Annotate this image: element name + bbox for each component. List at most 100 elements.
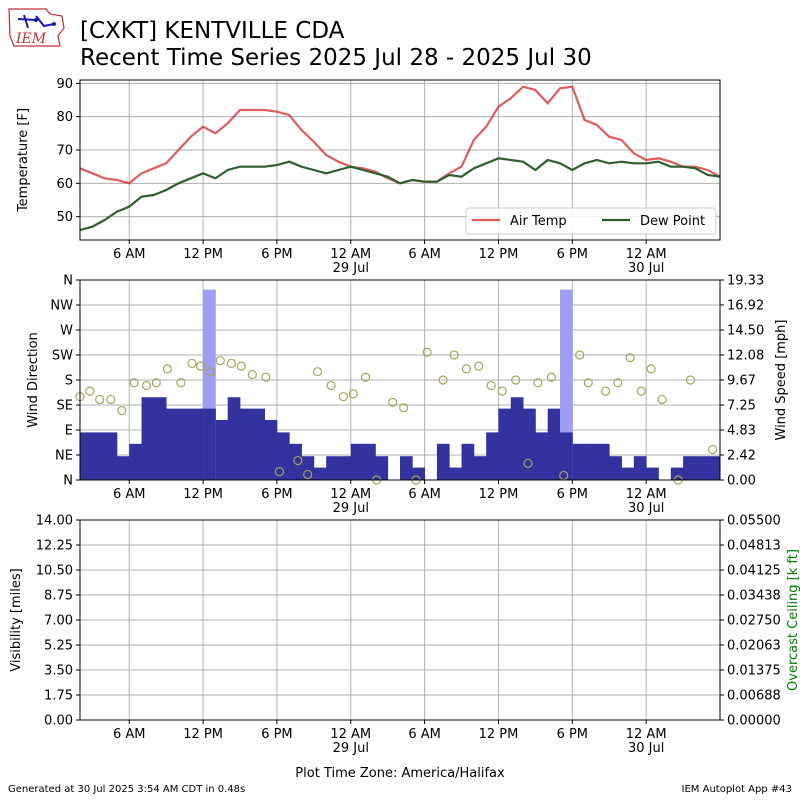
direction-tick-label: NW	[50, 299, 73, 314]
dew-point-line	[79, 157, 721, 232]
wind-direction-point	[338, 392, 348, 402]
x-tick-label: 6 PM	[557, 247, 588, 262]
wind-direction-point	[187, 358, 197, 368]
chart-title: [CXKT] KENTVILLE CDA	[80, 18, 345, 44]
legend-label: Air Temp	[510, 214, 567, 229]
direction-tick-label: S	[65, 374, 73, 389]
wind-direction-point	[625, 353, 635, 363]
wind-direction-point	[388, 397, 398, 407]
plot-frame	[79, 79, 721, 241]
wind-direction-point	[196, 361, 206, 371]
wind-direction-point	[141, 380, 152, 391]
wind-speed-bar	[584, 443, 598, 480]
x-tick-label: 12 PM	[479, 487, 519, 502]
visibility-tick-label: 5.25	[44, 639, 73, 654]
wind-speed-bar	[264, 419, 278, 480]
ceiling-tick-label: 0.00000	[727, 714, 781, 729]
speed-tick-label: 0.00	[727, 474, 756, 489]
wind-speed-bar	[695, 456, 709, 480]
wind-speed-bar	[80, 432, 93, 480]
wind-direction-point	[348, 389, 358, 399]
y-tick-label: 50	[56, 210, 73, 225]
direction-tick-label: NE	[55, 449, 73, 464]
generated-note: Generated at 30 Jul 2025 3:54 AM CDT in …	[8, 784, 246, 795]
wind-speed-bar	[153, 397, 167, 480]
x-tick-label: 6 AM	[408, 727, 441, 742]
x-tick-label: 6 AM	[408, 247, 441, 262]
visibility-tick-label: 3.50	[44, 664, 73, 679]
x-tick-label: 6 AM	[113, 487, 146, 502]
wind-speed-bar	[449, 467, 462, 480]
wind-direction-point	[236, 361, 246, 371]
y-axis-label: Temperature [F]	[16, 108, 31, 213]
ceiling-tick-label: 0.00688	[727, 688, 781, 703]
ceiling-tick-label: 0.02750	[727, 614, 781, 629]
ceiling-tick-label: 0.01375	[727, 664, 781, 679]
wind-direction-point	[151, 378, 161, 388]
wind-direction-point	[685, 375, 696, 385]
wind-direction-point	[106, 394, 116, 405]
wind-speed-bar	[436, 443, 450, 480]
visibility-tick-label: 12.25	[36, 539, 73, 554]
wind-direction-point	[293, 455, 303, 466]
speed-tick-label: 4.83	[727, 424, 756, 439]
wind-speed-bar	[683, 456, 696, 480]
x-tick-label: 12 AM	[330, 487, 371, 502]
wind-speed-bar	[375, 456, 389, 480]
visibility-tick-label: 14.00	[36, 514, 73, 529]
visibility-tick-label: 8.75	[44, 589, 73, 604]
y-tick-label: 70	[56, 144, 73, 159]
legend-box	[465, 207, 717, 235]
wind-speed-bar	[461, 443, 475, 480]
wind-direction-point	[326, 380, 336, 391]
x-tick-label: 6 PM	[261, 487, 292, 502]
wind-speed-bar	[301, 456, 315, 480]
wind-direction-point	[303, 469, 313, 480]
speed-tick-label: 12.08	[727, 349, 764, 364]
ceiling-tick-label: 0.04813	[727, 538, 781, 553]
wind-direction-point	[162, 364, 172, 374]
speed-tick-label: 19.33	[727, 274, 764, 289]
wind-direction-point	[422, 347, 432, 357]
visibility-tick-label: 10.50	[36, 564, 73, 579]
wind-speed-bar	[547, 408, 561, 480]
wind-speed-bar	[510, 397, 524, 480]
wind-speed-bar	[523, 408, 536, 480]
wind-speed-bar	[141, 397, 155, 480]
wind-speed-bar	[596, 443, 610, 480]
chart-subtitle: Recent Time Series 2025 Jul 28 - 2025 Ju…	[80, 45, 592, 71]
wind-direction-point	[461, 364, 472, 374]
wind-speed-bar	[646, 467, 659, 480]
wind-direction-point	[247, 369, 257, 380]
x-tick-label: 6 AM	[113, 727, 146, 742]
wind-speed-bar	[350, 443, 364, 480]
x-axis-label: Plot Time Zone: America/Halifax	[295, 766, 505, 781]
x-tick-label: 6 AM	[113, 247, 146, 262]
speed-tick-label: 14.50	[727, 323, 764, 338]
y-axis-label: Wind Direction	[26, 332, 41, 428]
wind-speed-bar	[338, 456, 352, 480]
logo-text: IEM	[15, 31, 47, 47]
wind-direction-point	[708, 444, 718, 455]
direction-tick-label: E	[65, 424, 73, 439]
wind-direction-point	[533, 378, 543, 388]
wind-direction-point	[497, 386, 507, 396]
wind-speed-bar	[633, 456, 647, 480]
y-tick-label: 60	[56, 177, 73, 192]
wind-direction-point	[657, 394, 667, 405]
x-tick-label: 12 PM	[479, 727, 519, 742]
wind-direction-point	[360, 372, 371, 382]
speed-tick-label: 16.92	[727, 298, 764, 313]
x-tick-label: 6 PM	[557, 487, 588, 502]
y-tick-label: 90	[56, 77, 73, 92]
y-axis-label: Visibility [miles]	[9, 568, 24, 671]
direction-tick-label: N	[63, 274, 73, 289]
wind-direction-point	[486, 380, 496, 391]
speed-tick-label: 9.67	[727, 373, 756, 388]
wind-speed-bar	[535, 432, 549, 480]
x-tick-label: 6 PM	[261, 727, 292, 742]
x-tick-label: 12 AM	[330, 247, 371, 262]
wind-speed-bar	[215, 419, 229, 480]
visibility-tick-label: 0.00	[44, 714, 73, 729]
x-tick-label: 12 AM	[330, 727, 371, 742]
